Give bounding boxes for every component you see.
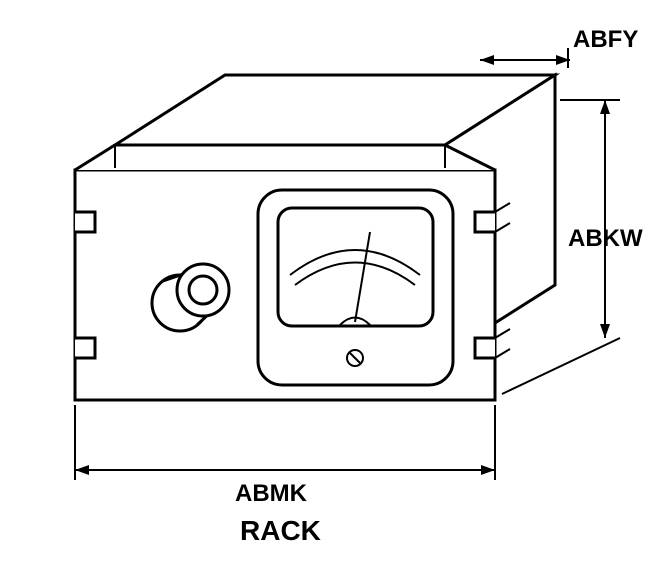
label-abmk: ABMK xyxy=(235,480,307,508)
rack-svg xyxy=(0,0,669,580)
diagram-title: RACK xyxy=(240,515,321,547)
mount-notch-right-top xyxy=(475,212,495,232)
dimension-abmk xyxy=(75,405,495,480)
dimension-abfy xyxy=(480,48,570,68)
label-abfy: ABFY xyxy=(573,26,638,54)
label-abkw: ABKW xyxy=(568,225,643,253)
mount-notch-left-bottom xyxy=(75,338,95,358)
mount-notch-right-bottom xyxy=(475,338,495,358)
panel-top-edge xyxy=(75,145,495,170)
rack-diagram: ABFY ABKW ABMK RACK xyxy=(0,0,669,580)
mount-notch-left-top xyxy=(75,212,95,232)
